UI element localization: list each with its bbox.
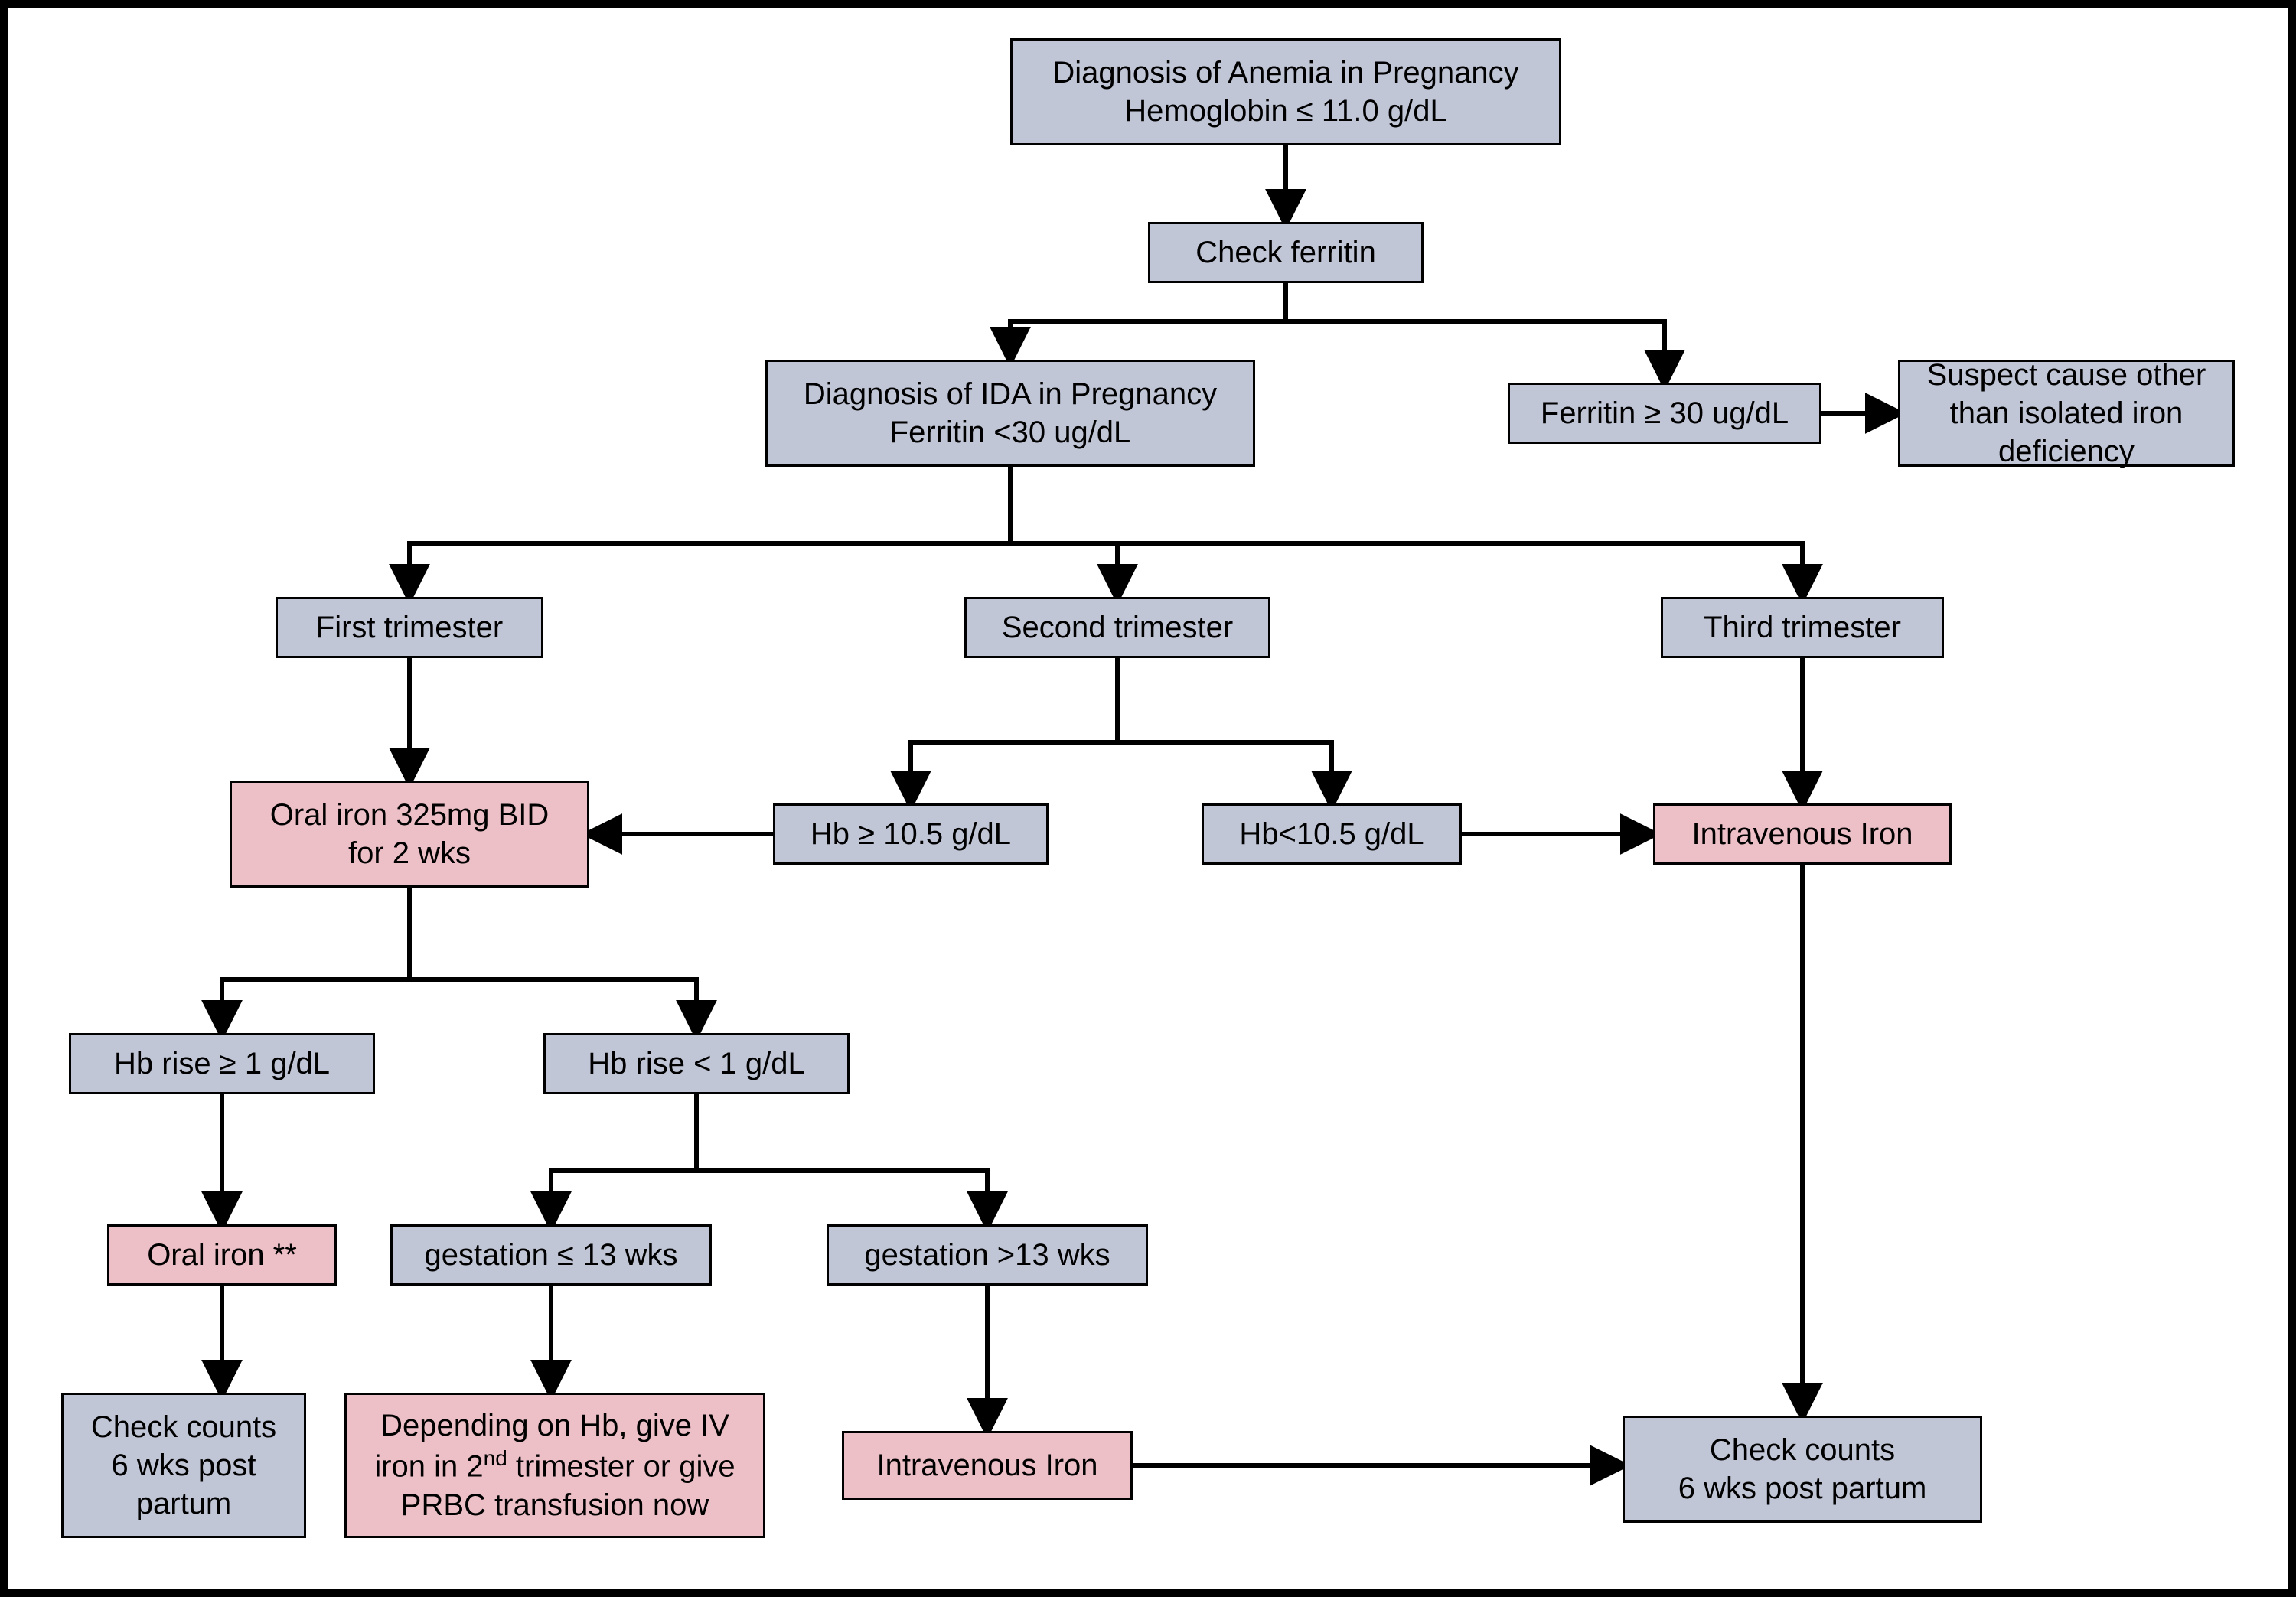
label: 6 wks post partum bbox=[1678, 1469, 1927, 1507]
label: Check ferritin bbox=[1195, 233, 1376, 272]
flowchart-frame: Diagnosis of Anemia in Pregnancy Hemoglo… bbox=[0, 0, 2296, 1597]
label: Suspect cause other bbox=[1927, 356, 2206, 394]
label: deficiency bbox=[1927, 432, 2206, 471]
node-iv-iron-top: Intravenous Iron bbox=[1653, 803, 1952, 865]
label: Diagnosis of IDA in Pregnancy bbox=[804, 375, 1217, 413]
node-hb-lt-10-5: Hb<10.5 g/dL bbox=[1202, 803, 1462, 865]
node-oral-iron-325: Oral iron 325mg BID for 2 wks bbox=[230, 781, 589, 888]
node-check-ferritin: Check ferritin bbox=[1148, 222, 1424, 283]
node-check-counts-right: Check counts 6 wks post partum bbox=[1623, 1416, 1982, 1523]
label: Check counts bbox=[1678, 1431, 1927, 1469]
node-anemia-diagnosis: Diagnosis of Anemia in Pregnancy Hemoglo… bbox=[1010, 38, 1561, 145]
node-hb-rise-lt-1: Hb rise < 1 g/dL bbox=[543, 1033, 850, 1094]
label: partum bbox=[91, 1485, 276, 1523]
node-hb-ge-10-5: Hb ≥ 10.5 g/dL bbox=[773, 803, 1049, 865]
node-hb-rise-ge-1: Hb rise ≥ 1 g/dL bbox=[69, 1033, 375, 1094]
node-gestation-gt-13: gestation >13 wks bbox=[827, 1224, 1148, 1286]
label: Diagnosis of Anemia in Pregnancy bbox=[1052, 54, 1518, 92]
label: gestation >13 wks bbox=[864, 1236, 1110, 1274]
label: Hb ≥ 10.5 g/dL bbox=[810, 815, 1011, 853]
label: Hb<10.5 g/dL bbox=[1239, 815, 1424, 853]
node-suspect-other-cause: Suspect cause other than isolated iron d… bbox=[1898, 360, 2235, 467]
label: First trimester bbox=[316, 608, 503, 647]
node-depending-on-hb: Depending on Hb, give IV iron in 2nd tri… bbox=[344, 1393, 765, 1538]
label: Third trimester bbox=[1704, 608, 1901, 647]
label: for 2 wks bbox=[270, 834, 550, 872]
label: than isolated iron bbox=[1927, 394, 2206, 432]
node-check-counts-left: Check counts 6 wks post partum bbox=[61, 1393, 306, 1538]
node-second-trimester: Second trimester bbox=[964, 597, 1270, 658]
label: Check counts bbox=[91, 1408, 276, 1446]
label: Hemoglobin ≤ 11.0 g/dL bbox=[1052, 92, 1518, 130]
label: Depending on Hb, give IV iron in 2nd tri… bbox=[362, 1406, 748, 1524]
label: 6 wks post bbox=[91, 1446, 276, 1485]
node-oral-iron-starstar: Oral iron ** bbox=[107, 1224, 337, 1286]
node-ida-diagnosis: Diagnosis of IDA in Pregnancy Ferritin <… bbox=[765, 360, 1255, 467]
label: gestation ≤ 13 wks bbox=[424, 1236, 677, 1274]
node-ferritin-ge-30: Ferritin ≥ 30 ug/dL bbox=[1508, 383, 1821, 444]
label: Ferritin <30 ug/dL bbox=[804, 413, 1217, 451]
label: Intravenous Iron bbox=[876, 1446, 1097, 1485]
label: Hb rise < 1 g/dL bbox=[588, 1045, 805, 1083]
label: Intravenous Iron bbox=[1691, 815, 1913, 853]
node-gestation-le-13: gestation ≤ 13 wks bbox=[390, 1224, 712, 1286]
node-first-trimester: First trimester bbox=[276, 597, 543, 658]
node-third-trimester: Third trimester bbox=[1661, 597, 1944, 658]
label: Oral iron ** bbox=[147, 1236, 297, 1274]
label: Hb rise ≥ 1 g/dL bbox=[114, 1045, 330, 1083]
label: Oral iron 325mg BID bbox=[270, 796, 550, 834]
label: Ferritin ≥ 30 ug/dL bbox=[1541, 394, 1789, 432]
node-iv-iron-bottom: Intravenous Iron bbox=[842, 1431, 1133, 1500]
label: Second trimester bbox=[1002, 608, 1233, 647]
